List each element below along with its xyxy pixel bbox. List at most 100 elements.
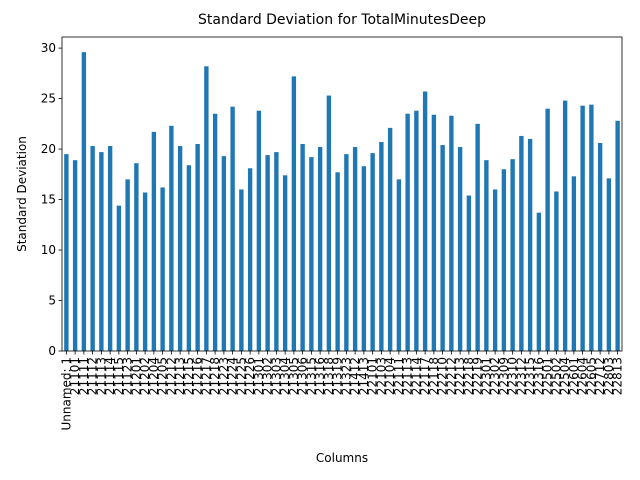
x-tick-label: 22114 <box>409 357 423 395</box>
x-tick-label: 21101 <box>68 357 82 395</box>
bar <box>606 178 612 351</box>
bar <box>361 166 367 351</box>
bar <box>536 212 542 351</box>
x-tick-label: 21224 <box>226 357 240 395</box>
bar <box>580 105 585 351</box>
bar <box>352 147 358 351</box>
x-tick-label: 21412 <box>348 357 362 395</box>
bar <box>116 205 122 351</box>
x-tick-label: 21318 <box>322 357 336 395</box>
bar <box>597 143 603 351</box>
x-tick-label: 21302 <box>261 357 275 395</box>
bar <box>335 172 340 351</box>
bar <box>326 95 332 352</box>
x-tick-label: 21114 <box>103 357 117 395</box>
bar <box>475 123 480 351</box>
y-tick-label: 15 <box>41 193 56 207</box>
bar <box>169 125 174 351</box>
bar <box>545 108 550 351</box>
x-tick-label: 21413 <box>357 357 371 395</box>
bar <box>501 169 507 351</box>
bar <box>247 168 253 351</box>
x-tick-label: 22604 <box>576 357 590 395</box>
x-tick-label: 22310 <box>506 357 520 395</box>
x-tick-label: 22118 <box>427 357 441 395</box>
x-tick-label: 22113 <box>401 357 415 395</box>
x-tick-label: 21218 <box>208 357 222 395</box>
bar <box>449 115 454 351</box>
bar <box>291 76 297 351</box>
x-tick-label: 22601 <box>567 357 581 395</box>
x-tick-label: 21215 <box>182 357 196 395</box>
bar <box>221 156 227 351</box>
x-tick-label: 22309 <box>497 357 511 395</box>
x-tick-label: 22213 <box>453 357 467 395</box>
x-tick-label: 22501 <box>541 357 555 395</box>
bar <box>571 176 577 351</box>
bar <box>414 110 419 351</box>
y-tick-label: 25 <box>41 92 56 106</box>
x-tick-label: 22218 <box>462 357 476 395</box>
bar <box>177 146 183 351</box>
bar <box>81 52 87 352</box>
bar <box>405 113 410 351</box>
x-tick-label: 21315 <box>304 357 318 395</box>
x-tick-label: 21306 <box>296 357 310 395</box>
x-tick-label: 22210 <box>436 357 450 395</box>
bar <box>72 160 78 351</box>
y-axis-label: Standard Deviation <box>15 136 29 252</box>
x-tick-label: 22302 <box>488 357 502 395</box>
bar <box>510 159 515 351</box>
bar <box>64 154 69 351</box>
bar <box>492 189 498 351</box>
bar <box>615 120 620 351</box>
x-tick-label: 21201 <box>129 357 143 395</box>
bar <box>151 131 157 351</box>
x-tick-label: 22111 <box>392 357 406 395</box>
x-tick-label: 21305 <box>287 357 301 395</box>
y-tick-label: 30 <box>41 41 56 55</box>
bar <box>554 191 559 351</box>
x-tick-label: 21216 <box>191 357 205 395</box>
x-tick-label: 22315 <box>523 357 537 395</box>
bar <box>142 192 148 351</box>
bar <box>90 146 95 351</box>
chart-title: Standard Deviation for TotalMinutesDeep <box>198 12 486 28</box>
bar <box>204 66 209 352</box>
plot-frame <box>61 36 623 352</box>
bar <box>370 153 375 351</box>
bar <box>519 135 524 351</box>
x-tick-label: Unnamed: 1 <box>59 357 73 431</box>
x-tick-label: 21212 <box>164 357 178 395</box>
bar <box>265 155 270 351</box>
bar <box>440 145 445 351</box>
x-tick-label: 21316 <box>313 357 327 395</box>
y-tick-label: 10 <box>41 243 56 257</box>
x-tick-label: 22212 <box>444 357 458 395</box>
x-tick-label: 21303 <box>269 357 283 395</box>
x-tick-label: 21323 <box>339 357 353 395</box>
bar <box>256 110 262 351</box>
bar <box>457 147 463 351</box>
bar <box>99 152 104 351</box>
x-axis-label: Columns <box>316 451 368 465</box>
bar <box>186 165 192 351</box>
x-tick-label: 21111 <box>77 357 91 395</box>
x-tick-label: 22104 <box>383 357 397 395</box>
y-tick-label: 0 <box>48 344 56 358</box>
x-tick-label: 22219 <box>471 357 485 395</box>
x-tick-label: 22117 <box>418 357 432 395</box>
y-tick-label: 20 <box>41 142 56 156</box>
bar <box>562 100 568 351</box>
x-tick-label: 21205 <box>156 357 170 395</box>
x-tick-label: 21223 <box>217 357 231 395</box>
bar <box>379 142 384 351</box>
x-tick-label: 21123 <box>121 357 135 395</box>
y-tick-label: 5 <box>48 294 56 308</box>
x-tick-label: 21301 <box>252 357 266 395</box>
x-tick-label: 21226 <box>243 357 257 395</box>
bar <box>212 113 218 351</box>
bar <box>230 106 235 352</box>
x-tick-label: 22103 <box>374 357 388 395</box>
bar <box>387 127 393 351</box>
